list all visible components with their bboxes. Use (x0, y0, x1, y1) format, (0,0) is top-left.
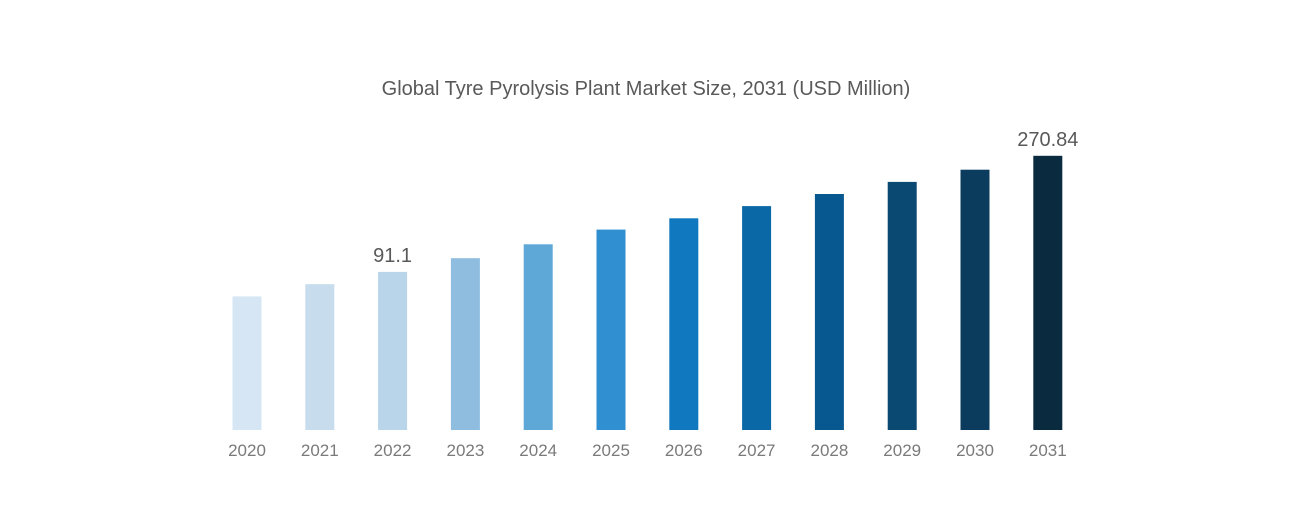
data-label-2031: 270.84 (1017, 129, 1078, 151)
x-axis-tick-labels: 2020 2021 2022 2023 2024 2025 2026 2027 2028 2029… (228, 441, 1067, 460)
bar-2027 (742, 206, 772, 430)
x-tick-label-2030: 2030 (956, 441, 994, 460)
bar-2030 (960, 169, 990, 430)
x-tick-label-2023: 2023 (446, 441, 484, 460)
bar-2024 (523, 244, 553, 430)
x-tick-label-2024: 2024 (519, 441, 557, 460)
bar-2025 (596, 229, 626, 430)
bar-2028 (814, 194, 844, 430)
bar-2026 (669, 218, 699, 430)
bar-2022 (378, 271, 408, 430)
x-tick-label-2031: 2031 (1029, 441, 1067, 460)
x-tick-label-2029: 2029 (883, 441, 921, 460)
x-tick-label-2022: 2022 (374, 441, 412, 460)
bar-2020 (232, 296, 262, 430)
x-tick-label-2021: 2021 (301, 441, 339, 460)
x-tick-label-2028: 2028 (810, 441, 848, 460)
chart-title: Global Tyre Pyrolysis Plant Market Size,… (382, 78, 911, 100)
x-tick-label-2027: 2027 (738, 441, 776, 460)
x-tick-label-2020: 2020 (228, 441, 266, 460)
bar-2029 (887, 181, 917, 430)
bar-2021 (305, 284, 335, 430)
data-label-2022: 91.1 (373, 245, 412, 267)
bar-2031 (1033, 155, 1063, 431)
x-tick-label-2026: 2026 (665, 441, 703, 460)
bar-group (232, 155, 1063, 431)
data-label-group: 91.1 270.84 (373, 129, 1078, 267)
bar-2023 (450, 258, 480, 430)
x-tick-label-2025: 2025 (592, 441, 630, 460)
